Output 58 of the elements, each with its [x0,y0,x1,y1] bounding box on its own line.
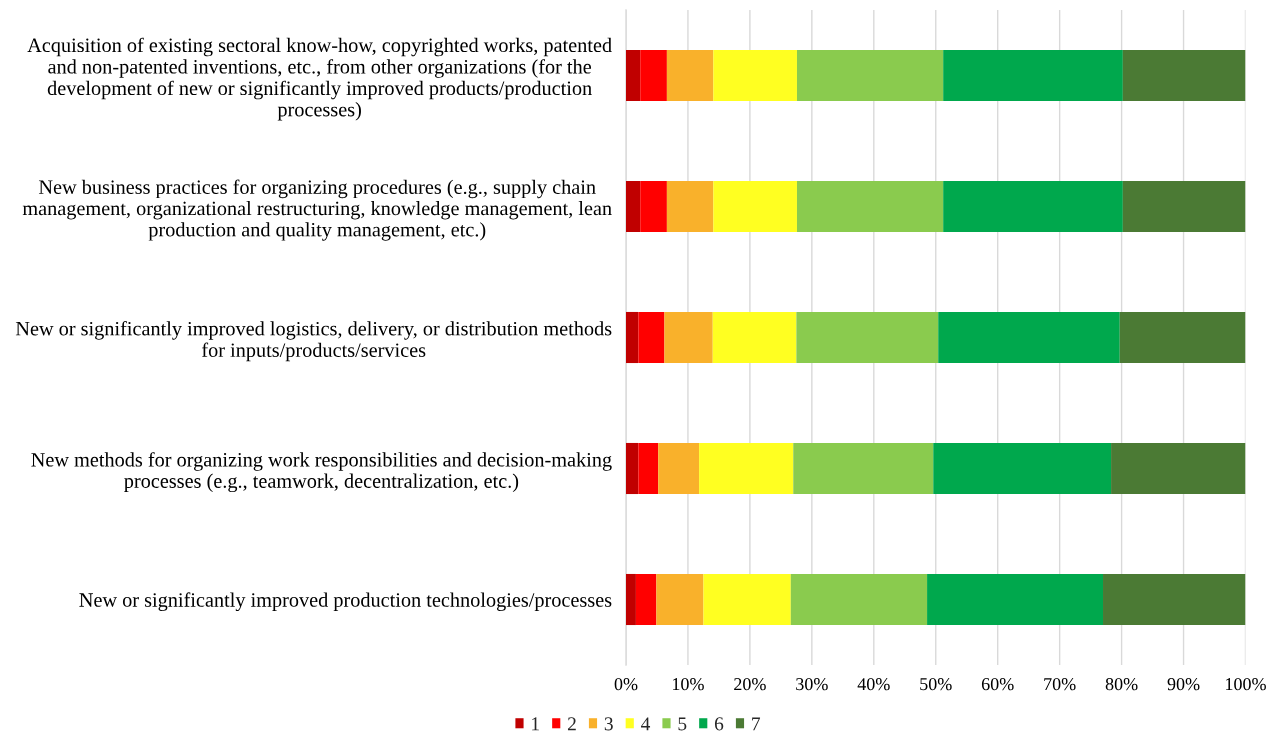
bar [927,573,1104,626]
bar [1103,573,1246,626]
x-tick-label: 10% [672,678,704,691]
bar [713,180,797,233]
legend-label: 1 [532,717,539,731]
x-tick-label: 0% [614,678,638,691]
bar [640,49,667,102]
bar [943,49,1123,102]
bar [1119,311,1246,364]
y-tick-label: New business practices for organizing procedures (e.g., supply chain management, organizational restructuring, knowledge management, lean production and quality management, etc.) [22,179,612,241]
bar [933,442,1112,495]
bar [1122,49,1246,102]
bar [713,49,797,102]
legend-label: 7 [752,717,761,731]
x-tick-label: 70% [1044,678,1076,691]
x-tick-label: 60% [981,678,1014,691]
y-tick-label: Acquisition of existing sectoral know-how, copyrighted works, patented and non-patented inventions, etc., from other organizations (for the development of new or significantly improved products/production processes) [27,37,612,121]
bar [796,311,939,364]
bar [635,573,657,626]
bar [640,180,667,233]
bar [790,573,928,626]
bar [793,442,934,495]
bar [943,180,1123,233]
bar [666,49,714,102]
x-tick-label: 50% [920,678,952,691]
bar [1111,442,1246,495]
legend-label: 6 [714,717,724,731]
x-tick-label: 20% [734,678,766,691]
x-tick-label: 40% [857,678,890,691]
bar [656,573,704,626]
bar [703,573,791,626]
x-tick-label: 100% [1226,678,1266,691]
legend-label: 3 [604,717,613,731]
x-tick-label: 80% [1105,678,1138,691]
bar [638,442,659,495]
y-tick-label: New methods for organizing work responsibilities and decision-making processes (e.g., teamwork, decentralization, etc.) [31,452,612,493]
bar [712,311,797,364]
bar [796,49,944,102]
bar [626,442,639,495]
bar [938,311,1120,364]
bar [699,442,794,495]
bar [626,180,641,233]
bar [626,311,639,364]
legend-label: 2 [567,717,576,731]
bar [1122,180,1246,233]
y-tick-label: New or significantly improved logistics, delivery, or distribution methods for inputs/products/services [15,321,612,362]
y-tick-label: New or significantly improved production technologies/processes [79,592,612,612]
bar [658,442,700,495]
legend-label: 5 [678,717,687,731]
x-tick-label: 30% [796,678,828,691]
bar [626,573,636,626]
legend-label: 4 [641,717,651,731]
bar [666,180,714,233]
bar [664,311,713,364]
x-tick-label: 90% [1167,678,1200,691]
bar [638,311,665,364]
bar [626,49,641,102]
bar [796,180,944,233]
